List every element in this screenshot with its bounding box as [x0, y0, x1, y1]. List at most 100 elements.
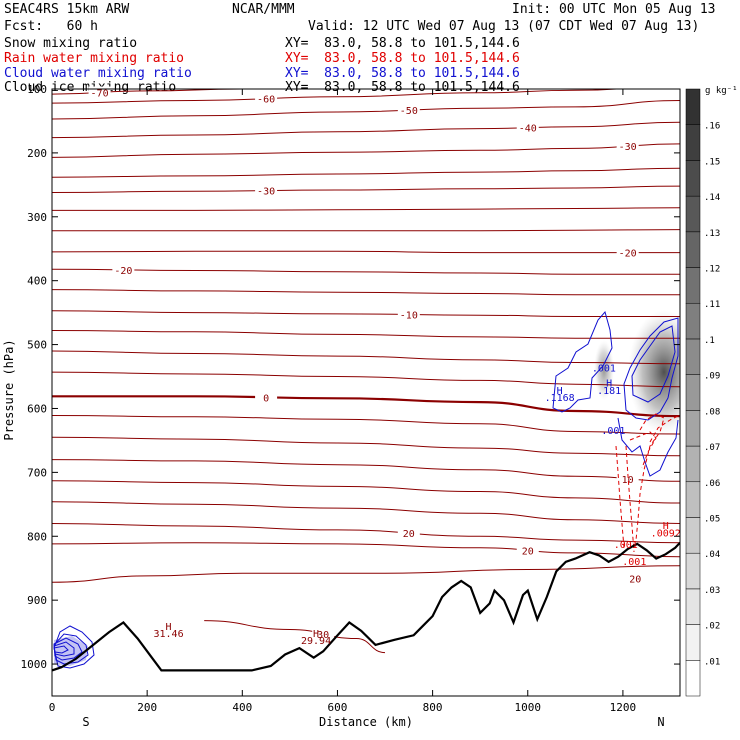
contour-annotation: 20	[629, 574, 641, 585]
rain-water-contour	[635, 413, 665, 541]
contour-annotation: 29.94	[301, 636, 331, 647]
contour-annotation: H	[557, 386, 563, 397]
colorbar-label: .02	[704, 622, 720, 632]
y-tick-label: 1000	[21, 658, 48, 671]
colorbar-label: .15	[704, 157, 720, 167]
field-xy-rain: XY= 83.0, 58.8 to 101.5,144.6	[285, 51, 520, 66]
isotherm-label-bg	[255, 391, 278, 403]
x-tick-label: 1000	[515, 701, 542, 714]
colorbar: .01 .02 .03 .04 .05 .06 .07 .08 .09 .1 .11 .12 .13 .1…	[685, 88, 720, 697]
colorbar-label: .01	[704, 657, 720, 667]
colorbar-label: .03	[704, 586, 720, 596]
colorbar-label: .11	[704, 300, 720, 310]
y-tick-label: 700	[27, 466, 47, 479]
isotherm-line	[52, 167, 680, 178]
colorbar-swatch	[685, 302, 701, 340]
cloud-water-contours	[53, 310, 679, 669]
isotherm-label: 20	[522, 546, 534, 557]
forecast-hour: Fcst: 60 h	[4, 19, 98, 34]
isotherm-label-bg	[616, 472, 639, 484]
field-xy-snow: XY= 83.0, 58.8 to 101.5,144.6	[285, 36, 520, 51]
isotherm-line	[52, 310, 680, 317]
cloud-water-contour	[552, 310, 613, 413]
isotherm-label-bg	[616, 246, 639, 258]
contour-annotation: 31.46	[154, 629, 184, 640]
cloud-water-contour	[53, 637, 83, 661]
colorbar-swatch	[685, 410, 701, 447]
y-tick-label: 100	[27, 83, 47, 96]
colorbar-label: .07	[704, 443, 720, 453]
colorbar-swatch	[685, 195, 701, 233]
contour-annotation: .001	[601, 426, 625, 437]
isotherm-line	[52, 371, 680, 388]
isotherm-line	[52, 229, 680, 232]
colorbar-swatch	[685, 660, 701, 697]
contour-annotation: .181	[597, 386, 621, 397]
cloud-water-contour	[53, 641, 75, 657]
contour-annotation: .0092	[651, 528, 681, 539]
isotherm-label: 0	[263, 393, 269, 404]
x-tick-label: 1200	[610, 701, 637, 714]
field-name-cloud-water: Cloud water mixing ratio	[4, 66, 192, 81]
rain-water-contour	[649, 415, 679, 443]
south-end-label: S	[82, 715, 89, 729]
isotherm-label-bg	[255, 184, 278, 196]
y-tick-label: 800	[27, 530, 47, 543]
colorbar-label: .04	[704, 550, 720, 560]
isotherm-label: -20	[114, 266, 132, 277]
isotherm-label-bg	[397, 104, 420, 116]
contour-annotation: H	[166, 622, 172, 633]
colorbar-unit: g kg⁻¹	[705, 86, 738, 96]
contour-annotation: .001	[622, 557, 646, 568]
isotherm-line	[52, 185, 680, 193]
x-axis-ticks: 0 200 400 600 800 1000 1200	[49, 89, 636, 714]
isotherm-label-bg	[112, 263, 135, 275]
isotherm-label: -20	[619, 249, 637, 260]
contour-annotation: H	[663, 521, 669, 532]
isotherm-line	[52, 330, 680, 339]
rain-water-contour	[615, 445, 625, 549]
colorbar-label: .09	[704, 372, 720, 382]
isotherm-line	[52, 480, 680, 504]
valid-label: Valid: 12 UTC Wed 07 Aug 13 (07 CDT Wed …	[308, 19, 700, 34]
init-label: Init: 00 UTC Mon 05 Aug 13	[512, 2, 716, 17]
colorbar-swatch	[685, 481, 701, 518]
y-tick-label: 300	[27, 211, 47, 224]
isotherm-line	[52, 459, 680, 482]
isotherm-line	[52, 350, 680, 365]
isotherm-line	[52, 289, 680, 296]
cloud-water-core	[54, 636, 88, 666]
cloud-water-contour	[53, 633, 89, 665]
colorbar-swatch	[685, 445, 701, 483]
model-title: SEAC4RS 15km ARW	[4, 2, 130, 17]
rain-water-contour	[625, 445, 635, 553]
field-xy-cloud-ice: XY= 83.0, 58.8 to 101.5,144.6	[285, 80, 520, 95]
isotherm-label: -60	[257, 95, 275, 106]
isotherm-label: -70	[91, 89, 109, 100]
colorbar-label: .08	[704, 407, 720, 417]
isotherm-line	[52, 121, 680, 139]
contour-annotation: .001	[592, 363, 616, 374]
isotherm-label-bg	[397, 308, 420, 320]
cloud-water-contour	[53, 645, 69, 654]
colorbar-label: .13	[704, 229, 720, 239]
isotherm-line	[52, 89, 626, 104]
colorbar-swatch	[685, 124, 701, 161]
field-xy-cloud-water: XY= 83.0, 58.8 to 101.5,144.6	[285, 66, 520, 81]
isotherm-line	[52, 143, 680, 158]
terrain-profile	[52, 541, 680, 672]
isotherm-label-bg	[88, 86, 111, 98]
cloud-water-contour	[617, 417, 679, 477]
colorbar-swatch	[685, 517, 701, 554]
isotherm-line	[52, 523, 680, 544]
isotherm-label: -30	[619, 142, 637, 153]
isotherm-line	[52, 250, 680, 254]
colorbar-swatch	[685, 374, 701, 411]
y-tick-label: 600	[27, 402, 47, 415]
y-tick-label: 500	[27, 339, 47, 352]
colorbar-label: .1	[704, 336, 715, 346]
colorbar-swatch	[685, 160, 701, 197]
x-tick-label: 0	[49, 701, 56, 714]
